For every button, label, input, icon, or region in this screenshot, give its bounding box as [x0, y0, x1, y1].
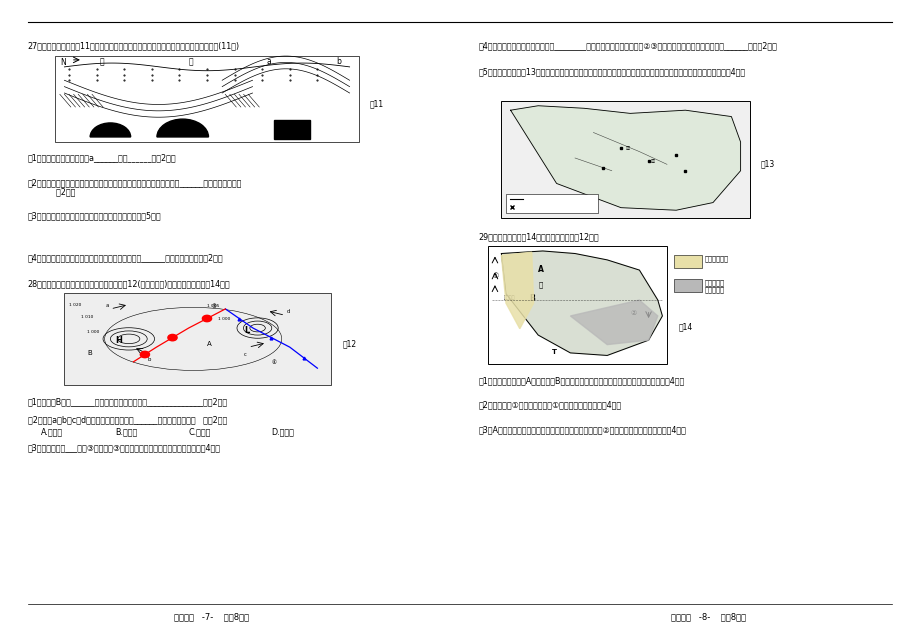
Text: 图14: 图14 — [678, 322, 692, 331]
Text: H: H — [115, 336, 121, 345]
Text: a: a — [267, 57, 271, 66]
Text: （3）A城市附近海域发生了突发的海洋污染事件，请分析②洋流对此污染事件的影响。（4分）: （3）A城市附近海域发生了突发的海洋污染事件，请分析②洋流对此污染事件的影响。（… — [478, 425, 686, 434]
Text: ②: ② — [630, 310, 636, 315]
Text: 1 010: 1 010 — [81, 315, 93, 319]
Text: （4）暖空气在锋面上常有大规模的________（填上升或下降）运动。在②③两地的暖空气中，被迫抬升的是______地。（2分）: （4）暖空气在锋面上常有大规模的________（填上升或下降）运动。在②③两地… — [478, 41, 777, 50]
Text: c: c — [244, 352, 246, 357]
Text: 图11: 图11 — [369, 99, 383, 108]
Text: （1）一艘轮船自城市A航行至城市B，请描述航行过程中航速的变化，并分析其原因。（4分）: （1）一艘轮船自城市A航行至城市B，请描述航行过程中航速的变化，并分析其原因。（… — [478, 376, 684, 385]
Text: ③: ③ — [211, 304, 216, 310]
Text: 甲: 甲 — [538, 281, 542, 287]
Text: 重要城镇: 重要城镇 — [526, 204, 536, 208]
Text: 武汉: 武汉 — [650, 159, 654, 163]
Polygon shape — [501, 252, 533, 329]
Bar — [674, 279, 701, 292]
Text: 南回归线: 南回归线 — [504, 295, 516, 300]
Bar — [505, 194, 597, 213]
Text: 高一地理   -8-    （共8页）: 高一地理 -8- （共8页） — [670, 613, 745, 622]
Text: 1 000: 1 000 — [87, 330, 99, 334]
Text: L: L — [244, 326, 249, 335]
Text: （5）结合三国形势图13，分析作为典型季风区的赤壁，冬季盛行偏北风，局部地区为什么会出现短时段的东南风？（4分）: （5）结合三国形势图13，分析作为典型季风区的赤壁，冬季盛行偏北风，局部地区为什… — [478, 67, 744, 76]
Text: b: b — [335, 57, 340, 66]
Text: b: b — [147, 357, 151, 362]
Polygon shape — [501, 251, 662, 355]
Text: 热带沙漠气候: 热带沙漠气候 — [704, 255, 728, 262]
Text: 高一地理   -7-    （共8页）: 高一地理 -7- （共8页） — [174, 613, 249, 622]
Text: （4）如果要在甲乙两地中建设一个采石场，应该选择______建，请说明理由。（2分）: （4）如果要在甲乙两地中建设一个采石场，应该选择______建，请说明理由。（2… — [28, 253, 223, 262]
Bar — [64, 293, 331, 385]
Text: C.气温高: C.气温高 — [188, 427, 210, 436]
Bar — [487, 246, 666, 364]
Text: ①: ① — [492, 273, 498, 278]
Polygon shape — [274, 120, 310, 139]
Text: （3）根据此图，推断并描述这一地区的地质活动过程（5分）: （3）根据此图，推断并描述这一地区的地质活动过程（5分） — [28, 211, 161, 220]
Bar — [501, 101, 749, 218]
Text: N: N — [60, 58, 65, 67]
Text: B.风力大: B.风力大 — [115, 427, 137, 436]
Circle shape — [141, 352, 150, 358]
Bar — [674, 255, 701, 268]
Text: 1 005: 1 005 — [207, 304, 220, 308]
Text: 赤壁: 赤壁 — [625, 147, 630, 150]
Text: A: A — [538, 265, 543, 274]
Text: （2）从地质构造的稳定性方面考虑，在该区要修建一个大坝，坝址考虑______地，请说明原因。: （2）从地质构造的稳定性方面考虑，在该区要修建一个大坝，坝址考虑______地，… — [28, 178, 242, 187]
Text: （1）图示地质构造类型有：a______，乙______，（2分）: （1）图示地质构造类型有：a______，乙______，（2分） — [28, 154, 176, 162]
Text: D.湿度大: D.湿度大 — [271, 427, 294, 436]
Text: A.气压高: A.气压高 — [41, 427, 63, 436]
Polygon shape — [510, 106, 740, 210]
Text: B: B — [87, 350, 92, 356]
Text: 29、读南美洲区域图14，回答下列问题。（12分）: 29、读南美洲区域图14，回答下列问题。（12分） — [478, 233, 598, 241]
Text: 图12: 图12 — [342, 340, 356, 348]
Text: 亚热带季风: 亚热带季风 — [704, 279, 724, 285]
Text: （1）此时，B地受______气压控制，其天气状况是______________。（2分）: （1）此时，B地受______气压控制，其天气状况是______________… — [28, 397, 228, 406]
Polygon shape — [570, 300, 657, 345]
Text: （3）近日，将有___锋从③地过境。③地在锋面过境后，天气将会如何变化？（4分）: （3）近日，将有___锋从③地过境。③地在锋面过境后，天气将会如何变化？（4分） — [28, 443, 221, 452]
Bar — [55, 56, 358, 142]
Text: 28、读北半球某区域冬季某月地面天气形势图12(单位：百帕)，完成下列各题。（14分）: 28、读北半球某区域冬季某月地面天气形势图12(单位：百帕)，完成下列各题。（1… — [28, 280, 230, 289]
Circle shape — [202, 315, 211, 322]
Text: 乙: 乙 — [188, 57, 193, 66]
Text: 1 000: 1 000 — [218, 317, 230, 321]
Wedge shape — [90, 123, 130, 137]
Text: A: A — [207, 341, 211, 347]
Circle shape — [168, 334, 176, 341]
Text: 性湿润气候: 性湿润气候 — [704, 287, 724, 293]
Text: 27、读区域地质剖面图11，假如你作为一位地质工程师，试对下列问题作出简要分析。(11分): 27、读区域地质剖面图11，假如你作为一位地质工程师，试对下列问题作出简要分析。… — [28, 41, 240, 50]
Text: 1 020: 1 020 — [69, 303, 81, 306]
Text: （2）说出洋流①的名称，并简析①对甲地气候的影响。（4分）: （2）说出洋流①的名称，并简析①对甲地气候的影响。（4分） — [478, 401, 621, 410]
Text: 甲: 甲 — [99, 57, 104, 66]
Wedge shape — [157, 119, 209, 137]
Text: （2）图中a、b、c、d四处风向表示正确的是______地；甲地比乙地（   ）（2分）: （2）图中a、b、c、d四处风向表示正确的是______地；甲地比乙地（ ）（2… — [28, 415, 227, 424]
Text: a: a — [106, 303, 109, 308]
Text: 行政界线: 行政界线 — [526, 197, 536, 201]
Text: d: d — [287, 309, 290, 314]
Text: ④: ④ — [271, 360, 276, 365]
Text: B: B — [528, 294, 534, 303]
Text: T: T — [551, 349, 556, 355]
Text: （2分）: （2分） — [46, 187, 75, 196]
Text: 图13: 图13 — [760, 160, 774, 169]
